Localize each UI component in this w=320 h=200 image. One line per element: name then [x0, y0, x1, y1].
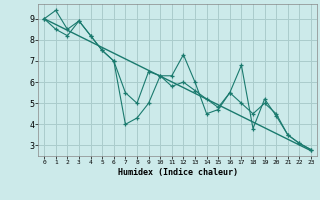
X-axis label: Humidex (Indice chaleur): Humidex (Indice chaleur) [118, 168, 238, 177]
